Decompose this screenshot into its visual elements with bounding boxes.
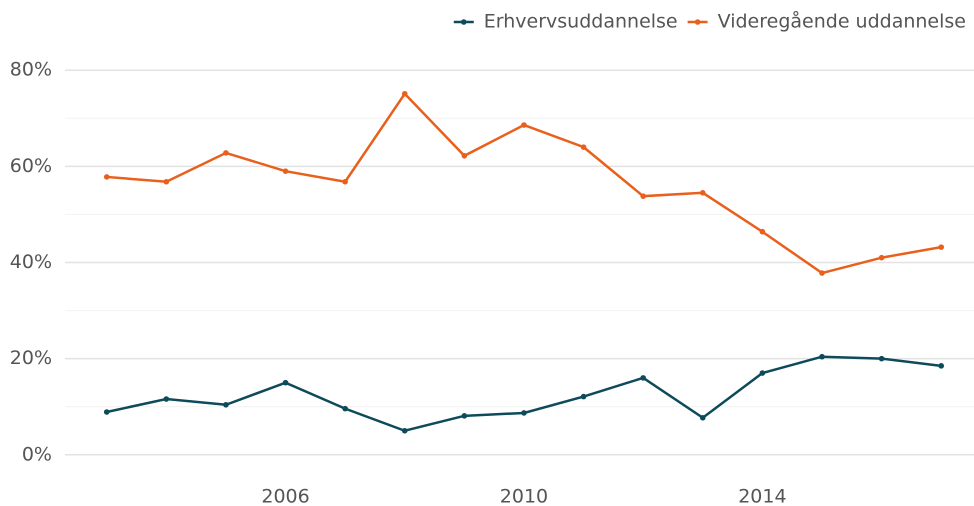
- data-point: [223, 150, 229, 156]
- data-point: [521, 410, 527, 416]
- data-point: [282, 379, 289, 386]
- x-tick-label: 2010: [500, 486, 548, 506]
- data-point: [163, 396, 170, 402]
- data-point: [938, 363, 945, 369]
- data-point: [580, 393, 587, 400]
- data-point: [699, 190, 706, 196]
- data-point: [819, 353, 825, 360]
- data-point: [401, 90, 408, 97]
- data-point: [282, 168, 289, 174]
- data-point: [640, 375, 646, 381]
- data-point: [938, 244, 945, 250]
- data-point: [342, 405, 348, 412]
- legend-label: Videregående uddannelse: [718, 10, 966, 33]
- data-point: [580, 144, 587, 150]
- series-line: [106, 355, 942, 433]
- data-point: [163, 178, 170, 185]
- x-tick-label: 2014: [738, 486, 786, 506]
- data-point: [223, 401, 229, 408]
- legend-marker-dot: [460, 19, 467, 25]
- data-point: [640, 193, 646, 199]
- y-tick-label: 40%: [10, 251, 52, 273]
- y-tick-label: 20%: [10, 347, 52, 369]
- data-point: [461, 152, 468, 159]
- y-tick-label: 80%: [10, 59, 52, 81]
- y-tick-label: 60%: [10, 155, 52, 177]
- data-point: [819, 270, 825, 276]
- data-point: [878, 355, 885, 362]
- data-point: [521, 122, 527, 128]
- data-point: [103, 174, 110, 180]
- data-point: [878, 254, 885, 261]
- x-tick-label: 2006: [261, 486, 309, 506]
- y-tick-label: 0%: [22, 443, 52, 465]
- data-point: [103, 409, 110, 415]
- series-line: [106, 91, 942, 275]
- legend-label: Erhvervsuddannelse: [484, 11, 678, 33]
- data-point: [461, 413, 468, 419]
- data-point: [401, 427, 408, 434]
- legend-marker-dot: [694, 19, 701, 25]
- data-point: [342, 178, 348, 185]
- data-point: [699, 414, 706, 421]
- data-point: [759, 228, 766, 235]
- data-point: [759, 370, 766, 376]
